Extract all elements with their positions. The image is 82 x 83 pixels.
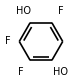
Text: HO: HO — [16, 6, 31, 16]
Text: HO: HO — [53, 67, 68, 77]
Text: F: F — [5, 37, 11, 46]
Text: F: F — [58, 6, 64, 16]
Text: F: F — [18, 67, 24, 77]
